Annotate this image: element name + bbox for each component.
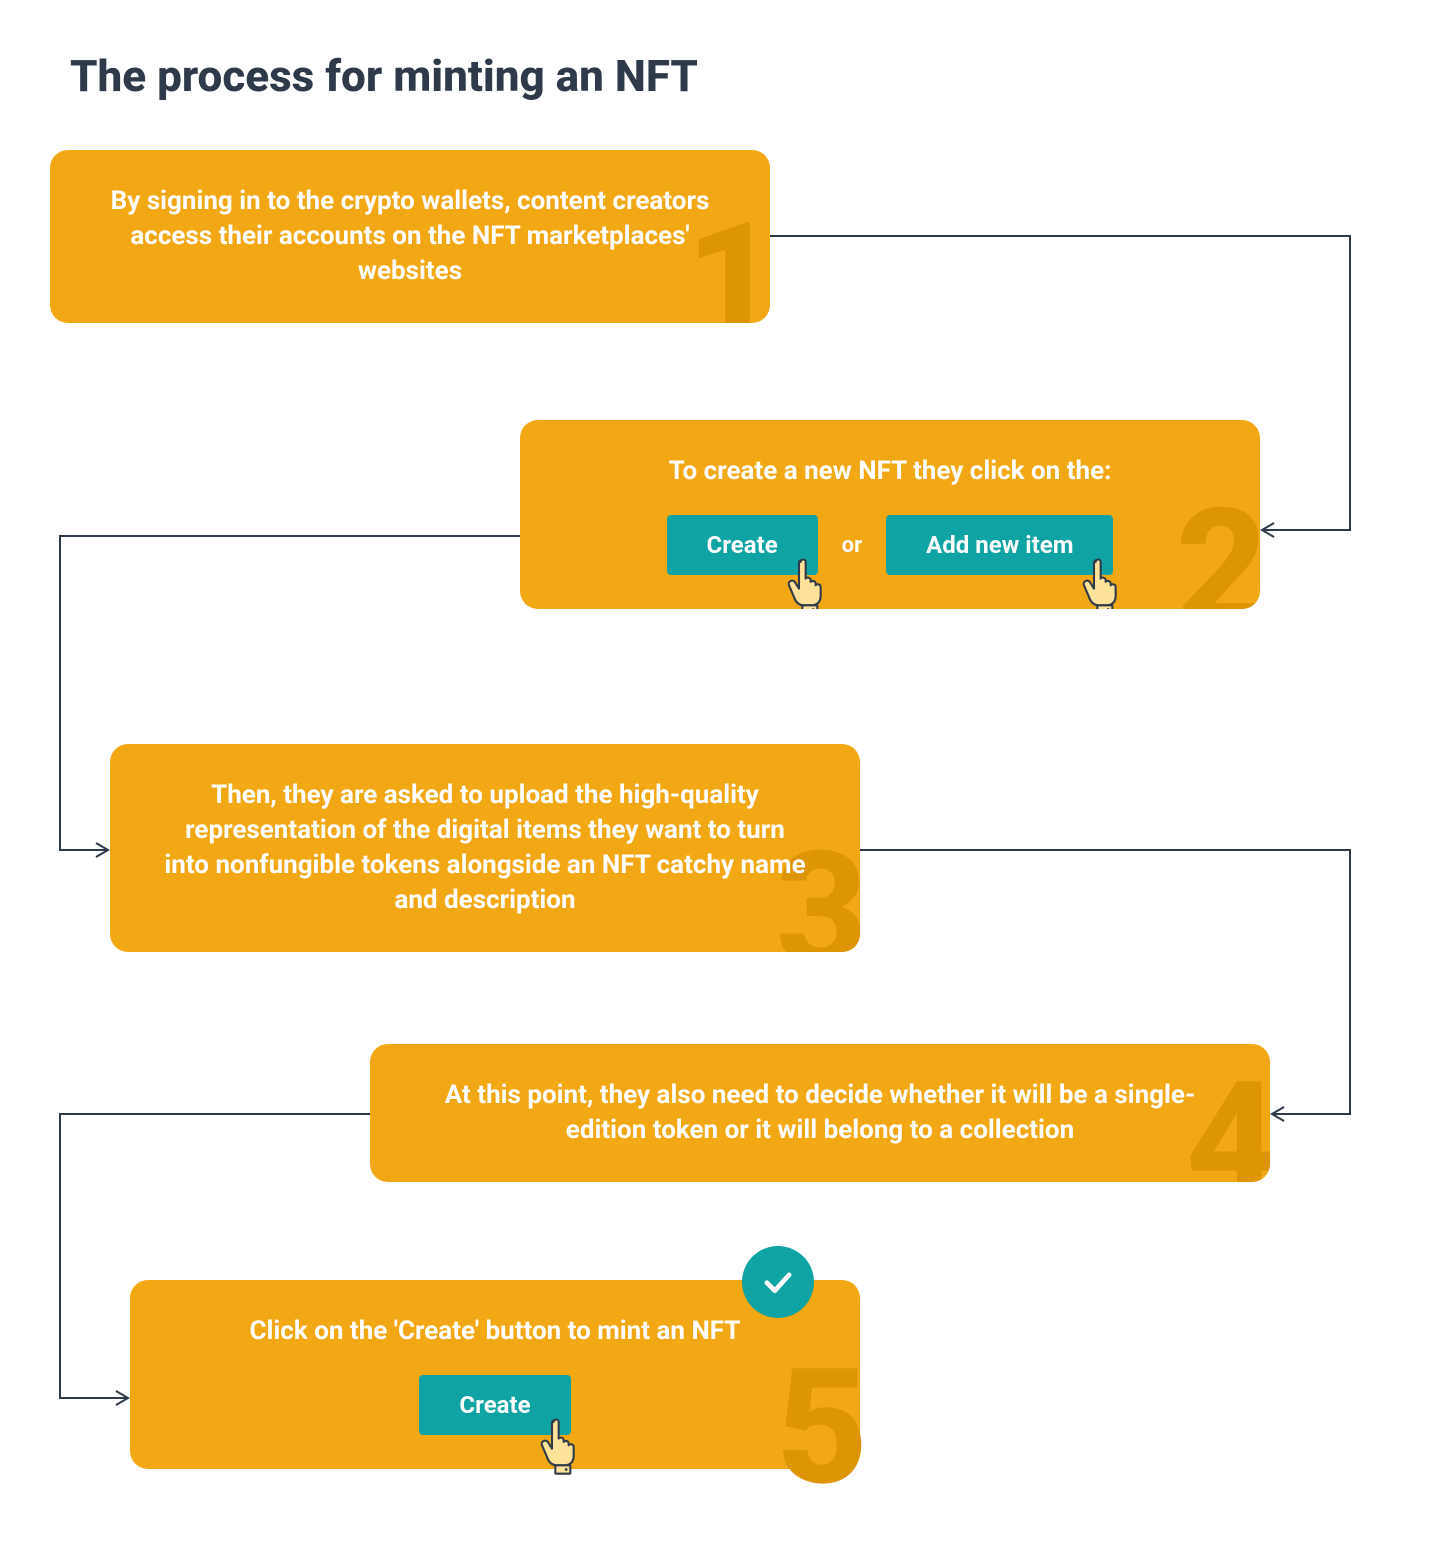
step-text: By signing in to the crypto wallets, con… [100,184,720,289]
button-row: Create [180,1375,810,1435]
step-card-2: To create a new NFT they click on the: C… [520,420,1260,609]
button-row: Create or Add new item [570,515,1210,575]
create-button[interactable]: Create [667,515,818,575]
step-card-5: Click on the 'Create' button to mint an … [130,1280,860,1469]
pointer-hand-icon [782,557,836,609]
step-card-1: By signing in to the crypto wallets, con… [50,150,770,323]
check-badge-icon [742,1246,814,1318]
button-label: Create [707,531,778,559]
step-text: At this point, they also need to decide … [420,1078,1220,1148]
step-card-3: Then, they are asked to upload the high-… [110,744,860,952]
or-label: or [842,533,862,558]
add-new-item-button[interactable]: Add new item [886,515,1113,575]
button-label: Create [459,1391,530,1419]
step-card-4: At this point, they also need to decide … [370,1044,1270,1182]
step-text: To create a new NFT they click on the: [570,454,1210,489]
pointer-hand-icon [535,1417,589,1477]
create-button[interactable]: Create [419,1375,570,1435]
button-label: Add new item [926,531,1073,559]
step-text: Then, they are asked to upload the high-… [160,778,810,918]
pointer-hand-icon [1077,557,1131,609]
step-text: Click on the 'Create' button to mint an … [180,1314,810,1349]
